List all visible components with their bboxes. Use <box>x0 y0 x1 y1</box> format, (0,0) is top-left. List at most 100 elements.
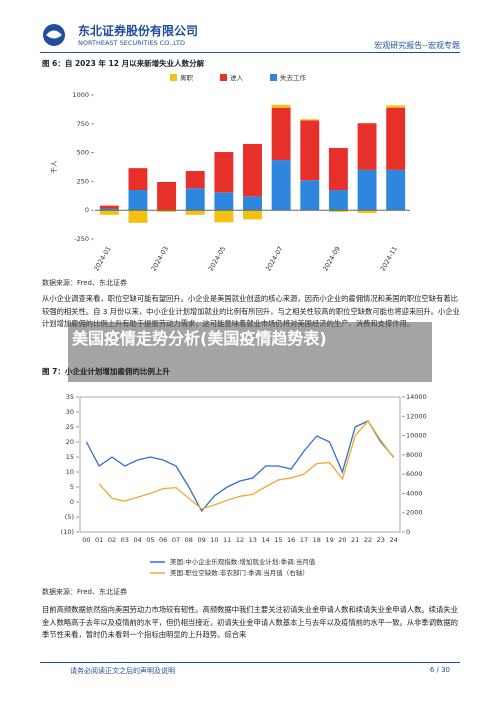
source: 数据来源：Fred、东北证券 <box>42 279 127 287</box>
company: 东北证券股份有限公司 <box>78 24 199 38</box>
x-tick-label: 2024-03 <box>150 245 171 273</box>
bar <box>357 169 377 211</box>
x-tick-label: 09 <box>197 536 205 544</box>
bar <box>214 192 234 211</box>
x-tick-label: 12 <box>236 536 244 544</box>
y-tick-label: 30 <box>66 408 74 416</box>
x-tick-label: 17 <box>300 536 308 544</box>
y-tick-label: 750 <box>77 120 89 128</box>
x-tick-label: 06 <box>159 536 167 544</box>
chart: (10)(5)051015202530350200040006000800010… <box>61 393 427 577</box>
x-tick-label: 08 <box>185 536 193 544</box>
x-tick-label: 24 <box>389 536 397 544</box>
y-tick-label: (10) <box>61 528 74 536</box>
x-tick-label: 19 <box>325 536 333 544</box>
line <box>85 420 395 513</box>
caption: 图 6：自 2023 年 12 月以来新增失业人数分解 <box>42 59 205 68</box>
y-tick-label: 8000 <box>406 451 423 459</box>
footer-rule <box>40 662 460 663</box>
y-tick-label: 25 <box>66 423 74 431</box>
bar <box>243 210 262 220</box>
y-tick-label: 2000 <box>406 509 423 517</box>
x-tick-label: 01 <box>95 536 103 544</box>
x-tick-label: 00 <box>82 536 90 544</box>
bar <box>386 107 406 170</box>
overlay-band <box>68 322 432 382</box>
caption: 图 7：小企业计划增加雇佣的比例上升 <box>42 367 170 376</box>
x-tick-label: 15 <box>274 536 282 544</box>
bar <box>185 210 205 215</box>
x-tick-label: 20 <box>338 536 346 544</box>
bar <box>328 190 348 211</box>
y-tick-label: -250 <box>74 235 89 243</box>
bar <box>300 119 320 121</box>
y-tick-label: 5 <box>70 483 74 491</box>
line <box>98 420 395 510</box>
y-tick-label: 12000 <box>406 412 427 420</box>
paragraph: 目前高频数据依然指向美国劳动力市场较有韧性。高频数据中我们主要关注初请失业金申请… <box>42 605 458 639</box>
x-tick-label: 2024-07 <box>264 245 285 273</box>
bar <box>328 210 348 212</box>
bar <box>271 104 291 108</box>
y-tick-label: 500 <box>77 149 89 157</box>
x-tick-label: 03 <box>121 536 129 544</box>
bar <box>243 143 262 197</box>
y-tick-label: 10 <box>66 468 74 476</box>
bar <box>328 147 348 191</box>
y-tick-label: (5) <box>65 513 74 521</box>
bar <box>386 105 406 108</box>
x-tick-label: 05 <box>146 536 154 544</box>
legend-label: 进入 <box>230 74 244 82</box>
bar <box>271 107 291 161</box>
y-tick-label: 6000 <box>406 470 423 478</box>
y-axis-label: 千人 <box>49 160 58 174</box>
x-tick-label: 14 <box>261 536 269 544</box>
x-tick-label: 2024-01 <box>92 245 113 273</box>
y-tick-label: 35 <box>66 393 74 401</box>
bar <box>99 205 119 209</box>
y-tick-label: 20 <box>66 438 74 446</box>
y-tick-label: 15 <box>66 453 74 461</box>
y-tick-label: 250 <box>77 177 89 185</box>
source: 数据来源：Fred、东北证券 <box>42 588 127 596</box>
legend-label: 美国:职位空缺数:非农部门:季调:当月值（右轴） <box>170 568 309 577</box>
bar <box>214 152 234 193</box>
bar <box>214 210 234 223</box>
x-tick-label: 10 <box>210 536 218 544</box>
bar <box>128 190 148 211</box>
x-tick-label: 11 <box>223 536 231 544</box>
x-tick-label: 2024-11 <box>379 245 400 273</box>
bar <box>243 196 262 211</box>
bar <box>271 160 291 211</box>
page-number: 6 / 30 <box>429 666 450 674</box>
legend-swatch <box>270 74 277 81</box>
bar <box>386 169 406 211</box>
bar <box>128 168 148 191</box>
x-tick-label: 16 <box>287 536 295 544</box>
x-tick-label: 04 <box>133 536 141 544</box>
x-tick-label: 18 <box>313 536 321 544</box>
bar <box>157 210 177 212</box>
x-tick-label: 07 <box>172 536 180 544</box>
y-tick-label: 14000 <box>406 393 427 401</box>
y-tick-label: 1000 <box>72 91 89 99</box>
bar <box>185 171 205 189</box>
y-tick-label: 4000 <box>406 489 423 497</box>
x-tick-label: 2024-09 <box>321 245 342 273</box>
bar <box>357 123 377 170</box>
logo <box>43 24 65 46</box>
legend-swatch <box>220 74 227 81</box>
header-rule <box>40 52 460 53</box>
bar <box>128 210 148 223</box>
x-tick-label: 02 <box>108 536 116 544</box>
y-tick-label: 0 <box>406 528 410 536</box>
x-tick-label: 22 <box>364 536 372 544</box>
legend-label: 美国:中小企业乐观指数:增加就业计划:季调:当月值 <box>170 557 316 566</box>
bar <box>300 180 320 211</box>
x-tick-label: 21 <box>351 536 359 544</box>
overlay-title: 美国疫情走势分析(美国疫情趋势表) <box>72 329 327 348</box>
bar <box>99 208 119 211</box>
bar <box>300 120 320 181</box>
report-type: 宏观研究报告--宏观专题 <box>374 41 460 50</box>
